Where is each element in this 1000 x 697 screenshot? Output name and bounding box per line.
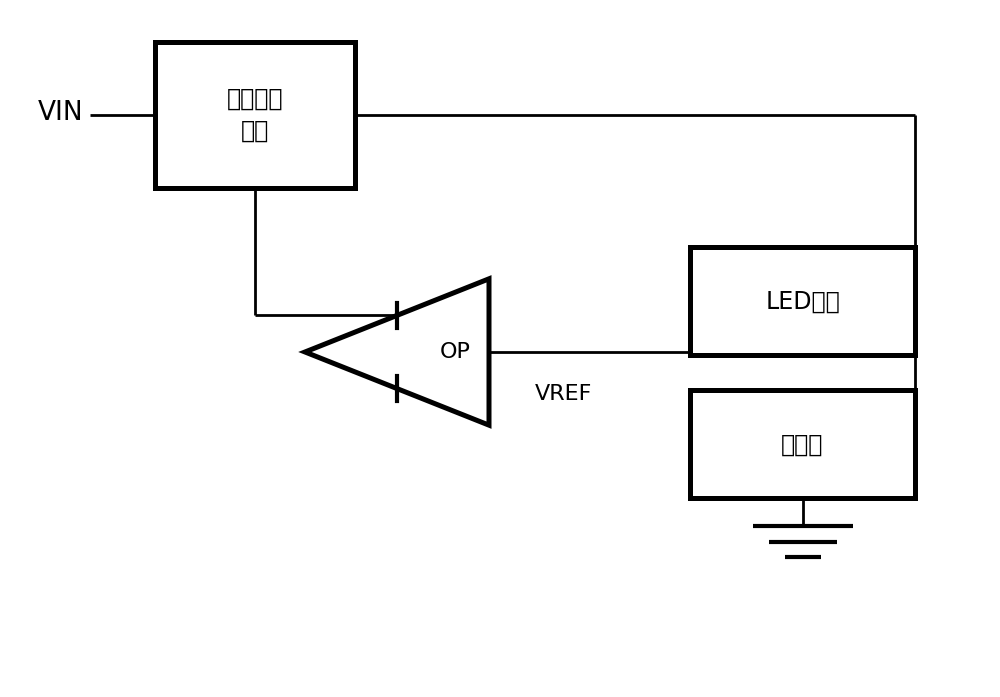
Bar [690, 247, 915, 355]
Bar [155, 42, 355, 188]
Text: VIN: VIN [38, 100, 84, 126]
Polygon shape [305, 279, 489, 425]
Text: 恒流源: 恒流源 [781, 432, 824, 457]
Bar [690, 390, 915, 498]
Text: VREF: VREF [535, 384, 592, 404]
Text: LED模块: LED模块 [765, 289, 840, 314]
Text: 电压调节
电路: 电压调节 电路 [227, 87, 283, 143]
Text: OP: OP [440, 342, 470, 362]
